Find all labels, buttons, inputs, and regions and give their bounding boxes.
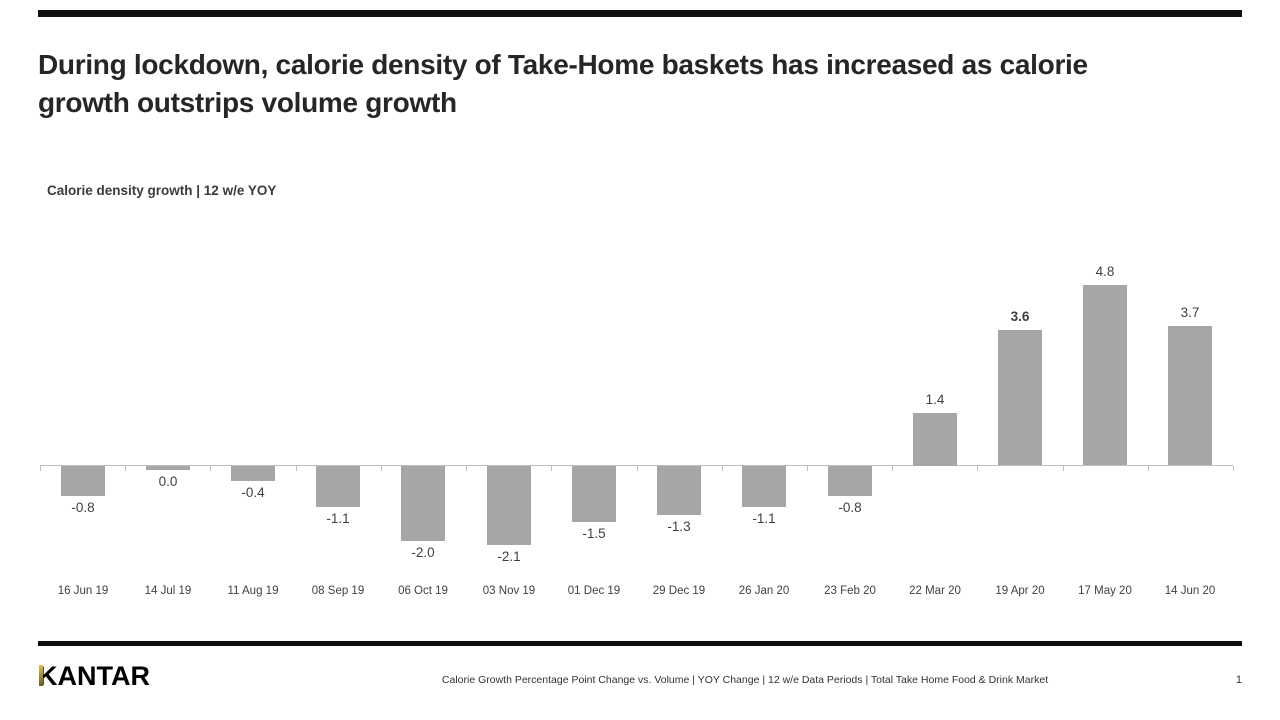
x-axis-label: 16 Jun 19: [57, 585, 109, 597]
x-axis-label: 01 Dec 19: [567, 585, 621, 597]
bar: [742, 466, 786, 507]
bar: [913, 413, 957, 466]
bar-value-label: -0.8: [838, 500, 862, 515]
x-axis-tick: [125, 466, 126, 471]
x-axis-tick: [466, 466, 467, 471]
slide-title: During lockdown, calorie density of Take…: [38, 46, 1088, 122]
bar: [146, 466, 190, 470]
x-axis-tick: [722, 466, 723, 471]
bar-value-label: 3.7: [1180, 305, 1200, 320]
bar-value-label: -1.3: [667, 519, 691, 534]
x-axis-label: 06 Oct 19: [398, 585, 448, 597]
chart-subtitle: Calorie density growth | 12 w/e YOY: [47, 183, 277, 198]
kantar-logo-text: KANTAR: [38, 661, 150, 691]
slide-title-line2: growth outstrips volume growth: [38, 87, 457, 118]
bar-value-label: -1.1: [326, 511, 350, 526]
x-axis-tick: [1148, 466, 1149, 471]
x-axis-tick: [296, 466, 297, 471]
x-axis-label: 14 Jul 19: [144, 585, 192, 597]
bar: [828, 466, 872, 496]
bar-value-label: -0.8: [71, 500, 95, 515]
x-axis-tick: [637, 466, 638, 471]
bar: [1168, 326, 1212, 465]
bar: [231, 466, 275, 481]
bar: [61, 466, 105, 496]
bar: [316, 466, 360, 507]
x-axis-tick: [381, 466, 382, 471]
bar-value-label: 4.8: [1095, 264, 1115, 279]
x-axis-label: 03 Nov 19: [482, 585, 536, 597]
bar-value-label: -2.1: [497, 549, 521, 564]
bottom-accent-bar: [38, 641, 1242, 646]
x-axis-tick: [210, 466, 211, 471]
x-axis-label: 08 Sep 19: [311, 585, 365, 597]
x-axis-label: 22 Mar 20: [909, 585, 961, 597]
bar: [998, 330, 1042, 465]
page-number: 1: [1235, 674, 1242, 686]
x-axis-label: 11 Aug 19: [227, 585, 279, 597]
top-accent-bar: [38, 10, 1242, 17]
bar-value-label: 1.4: [925, 392, 945, 407]
x-axis-tick: [1063, 466, 1064, 471]
bar-value-label: -0.4: [241, 485, 265, 500]
kantar-logo-gold-stem-icon: [39, 665, 43, 686]
x-axis-label: 14 Jun 20: [1164, 585, 1216, 597]
slide-title-line1: During lockdown, calorie density of Take…: [38, 49, 1088, 80]
x-axis-label: 29 Dec 19: [652, 585, 706, 597]
x-axis-label: 23 Feb 20: [824, 585, 876, 597]
bar: [487, 466, 531, 545]
bar: [1083, 285, 1127, 465]
x-axis-tick: [551, 466, 552, 471]
x-axis-tick: [977, 466, 978, 471]
x-axis-label: 17 May 20: [1078, 585, 1132, 597]
bar-value-label: 3.6: [1010, 309, 1030, 324]
kantar-logo: KANTAR: [38, 661, 150, 692]
bar-value-label: -1.1: [752, 511, 776, 526]
x-axis-tick: [892, 466, 893, 471]
x-axis-tick: [1233, 466, 1234, 471]
bar: [401, 466, 445, 541]
x-axis-line: [40, 465, 1233, 466]
bar-chart: -0.8 16 Jun 19 0.0 14 Jul 19 -0.4 11 Aug 19 -1…: [40, 250, 1234, 620]
bar-value-label: 0.0: [158, 474, 178, 489]
bar-value-label: -1.5: [582, 526, 606, 541]
x-axis-tick: [807, 466, 808, 471]
x-axis-tick: [40, 466, 41, 471]
bar: [657, 466, 701, 515]
footer-source-text: Calorie Growth Percentage Point Change v…: [441, 674, 1049, 686]
x-axis-label: 26 Jan 20: [738, 585, 790, 597]
bar: [572, 466, 616, 522]
bar-value-label: -2.0: [411, 545, 435, 560]
x-axis-label: 19 Apr 20: [995, 585, 1045, 597]
